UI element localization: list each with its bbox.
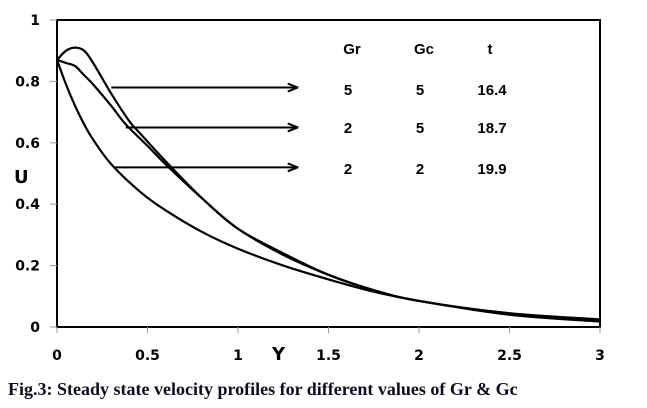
legend-cell-gr: 2 (344, 120, 352, 137)
x-tick-label: 1 (233, 348, 243, 364)
y-tick-label: 1 (30, 13, 40, 29)
x-tick-label: 0 (52, 348, 62, 364)
y-ticks: 0 0.2 0.4 0.6 0.8 1 (15, 13, 57, 336)
legend-cell-t: 19.9 (477, 161, 506, 178)
legend-cell-gc: 5 (416, 120, 424, 137)
series-lines (55, 46, 601, 323)
x-tick-label: 0.5 (135, 348, 160, 364)
figure-caption: Fig.3: Steady state velocity profiles fo… (8, 379, 518, 399)
legend-table: Gr Gc t 5 5 16.4 2 5 18.7 2 2 19.9 (343, 41, 507, 178)
x-axis-label: Y (271, 344, 286, 365)
x-tick-label: 2 (414, 348, 424, 364)
velocity-profile-chart: 0 0.2 0.4 0.6 0.8 1 0 0.5 1 1.5 2 2.5 3 U Y Gr Gc t 5 5… (14, 13, 605, 365)
legend-cell-t: 16.4 (477, 82, 507, 99)
annotation-arrows (111, 88, 297, 168)
plot-frame (56, 19, 601, 328)
legend-cell-gc: 2 (416, 161, 424, 178)
y-tick-label: 0.4 (15, 197, 40, 213)
x-ticks: 0 0.5 1 1.5 2 2.5 3 (52, 327, 605, 364)
x-tick-label: 2.5 (497, 348, 522, 364)
x-tick-label: 1.5 (316, 348, 341, 364)
legend-cell-gc: 5 (416, 82, 424, 99)
y-axis-label: U (14, 167, 29, 188)
y-tick-label: 0.6 (15, 136, 40, 152)
x-tick-label: 3 (595, 348, 605, 364)
legend-cell-gr: 5 (344, 82, 352, 99)
legend-cell-t: 18.7 (477, 120, 506, 137)
legend-header-gc: Gc (414, 41, 434, 58)
legend-header-t: t (488, 41, 493, 58)
legend-header-gr: Gr (343, 41, 361, 58)
y-tick-label: 0.8 (15, 74, 40, 90)
legend-cell-gr: 2 (344, 161, 352, 178)
y-tick-label: 0 (30, 320, 40, 336)
y-tick-label: 0.2 (15, 259, 40, 275)
series-line-3 (55, 59, 601, 323)
